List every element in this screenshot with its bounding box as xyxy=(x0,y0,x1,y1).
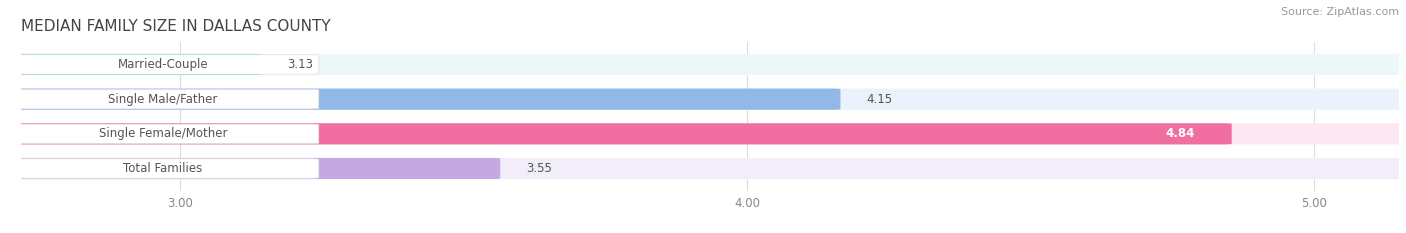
FancyBboxPatch shape xyxy=(13,89,841,110)
Text: 4.84: 4.84 xyxy=(1166,127,1195,140)
Text: Source: ZipAtlas.com: Source: ZipAtlas.com xyxy=(1281,7,1399,17)
FancyBboxPatch shape xyxy=(7,124,319,144)
FancyBboxPatch shape xyxy=(13,54,1406,75)
FancyBboxPatch shape xyxy=(13,158,501,179)
FancyBboxPatch shape xyxy=(7,159,319,178)
FancyBboxPatch shape xyxy=(7,55,319,74)
Text: Single Male/Father: Single Male/Father xyxy=(108,93,218,106)
Text: 3.13: 3.13 xyxy=(288,58,314,71)
Text: Total Families: Total Families xyxy=(124,162,202,175)
FancyBboxPatch shape xyxy=(7,89,319,109)
Text: MEDIAN FAMILY SIZE IN DALLAS COUNTY: MEDIAN FAMILY SIZE IN DALLAS COUNTY xyxy=(21,19,330,34)
FancyBboxPatch shape xyxy=(13,123,1406,144)
FancyBboxPatch shape xyxy=(13,54,262,75)
Text: Single Female/Mother: Single Female/Mother xyxy=(98,127,228,140)
FancyBboxPatch shape xyxy=(13,158,1406,179)
Text: Married-Couple: Married-Couple xyxy=(118,58,208,71)
Text: 3.55: 3.55 xyxy=(526,162,551,175)
Text: 4.15: 4.15 xyxy=(866,93,891,106)
FancyBboxPatch shape xyxy=(13,89,1406,110)
FancyBboxPatch shape xyxy=(13,123,1232,144)
